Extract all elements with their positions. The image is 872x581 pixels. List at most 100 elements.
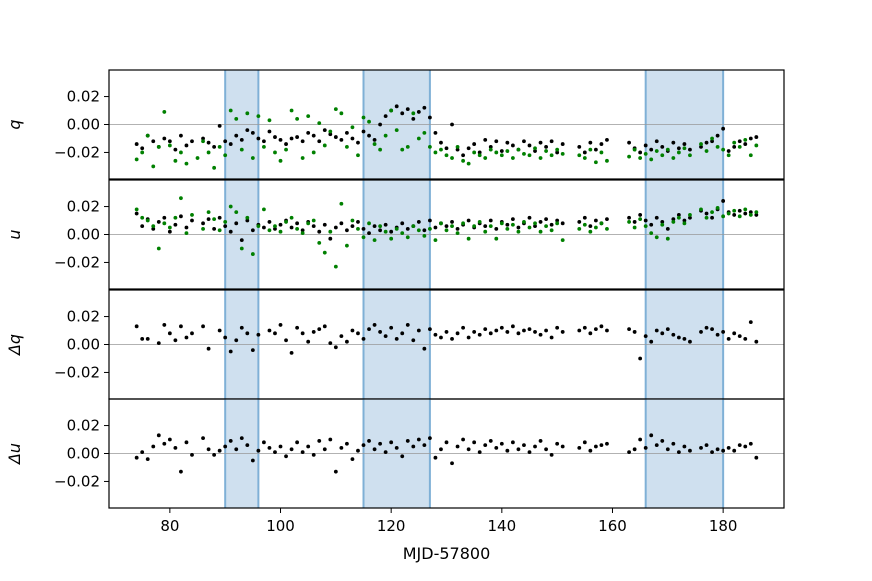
- data-point-green: [317, 240, 322, 245]
- y-axis-label: Δu: [5, 443, 24, 466]
- data-point-black: [494, 328, 499, 333]
- data-point-green: [217, 144, 222, 149]
- data-point-black: [455, 227, 460, 231]
- data-point-green: [499, 153, 504, 158]
- data-point-green: [754, 143, 759, 148]
- data-point-black: [710, 215, 714, 220]
- data-point-black: [499, 325, 504, 330]
- data-point-black: [665, 227, 670, 231]
- y-tick-label: 0.02: [67, 88, 100, 106]
- data-point-black: [173, 338, 178, 343]
- data-point-black: [560, 221, 565, 226]
- data-point-black: [273, 450, 277, 455]
- data-point-black: [245, 331, 250, 336]
- data-point-green: [361, 115, 366, 120]
- data-point-green: [582, 222, 587, 227]
- data-point-black: [726, 337, 731, 341]
- data-point-green: [350, 125, 355, 130]
- data-point-green: [333, 107, 338, 112]
- data-point-black: [660, 220, 665, 224]
- data-point-black: [450, 461, 454, 466]
- data-point-green: [439, 147, 443, 152]
- data-point-black: [743, 337, 748, 341]
- data-point-black: [300, 228, 305, 233]
- data-point-green: [704, 215, 709, 220]
- data-point-black: [593, 444, 598, 449]
- data-point-black: [516, 225, 521, 230]
- data-point-black: [483, 327, 488, 332]
- y-tick-label: −0.02: [54, 253, 100, 271]
- data-point-green: [549, 153, 554, 158]
- data-point-green: [627, 220, 631, 224]
- data-point-black: [538, 332, 543, 337]
- data-point-black: [660, 144, 665, 149]
- data-point-green: [289, 108, 294, 113]
- data-point-black: [184, 440, 189, 445]
- data-point-black: [732, 448, 737, 453]
- data-point-black: [721, 199, 726, 203]
- data-point-green: [389, 236, 394, 241]
- data-point-black: [367, 439, 371, 443]
- data-point-black: [256, 332, 261, 337]
- data-point-black: [582, 440, 587, 445]
- data-point-black: [378, 228, 383, 233]
- data-point-black: [588, 448, 593, 453]
- data-point-green: [743, 137, 748, 142]
- data-point-green: [372, 238, 377, 242]
- y-tick-label: 0.00: [67, 116, 100, 134]
- data-point-green: [295, 227, 300, 231]
- data-point-green: [339, 201, 344, 206]
- data-point-black: [361, 337, 366, 341]
- data-point-black: [643, 446, 648, 450]
- data-point-green: [416, 136, 421, 141]
- data-point-black: [754, 455, 759, 460]
- data-point-black: [212, 144, 217, 149]
- data-point-black: [416, 437, 421, 442]
- data-point-black: [472, 440, 477, 445]
- data-point-green: [593, 160, 598, 165]
- data-point-black: [190, 139, 194, 144]
- data-point-black: [483, 224, 488, 229]
- data-point-green: [577, 153, 582, 158]
- data-point-black: [367, 231, 371, 236]
- data-point-green: [660, 222, 665, 227]
- data-point-black: [715, 133, 720, 138]
- data-point-black: [239, 436, 244, 441]
- data-point-green: [140, 150, 145, 155]
- data-point-black: [345, 441, 349, 446]
- data-point-black: [262, 139, 266, 144]
- data-point-black: [439, 140, 443, 145]
- data-point-black: [201, 436, 205, 441]
- data-point-black: [704, 140, 709, 145]
- y-axis-label: u: [5, 229, 24, 239]
- data-point-black: [317, 327, 322, 332]
- data-point-black: [300, 139, 305, 144]
- data-point-black: [350, 328, 355, 333]
- data-point-black: [743, 142, 748, 146]
- data-point-green: [322, 143, 327, 148]
- data-point-black: [510, 440, 515, 445]
- data-point-black: [649, 222, 654, 227]
- data-point-black: [378, 441, 383, 446]
- data-point-black: [140, 224, 145, 229]
- data-point-black: [228, 229, 233, 234]
- data-point-black: [361, 443, 366, 448]
- data-point-black: [654, 215, 659, 220]
- data-point-black: [212, 452, 217, 457]
- data-point-green: [411, 224, 416, 229]
- data-point-green: [394, 128, 399, 132]
- data-point-black: [533, 149, 537, 153]
- data-point-green: [156, 144, 161, 149]
- data-point-green: [400, 231, 405, 236]
- data-point-black: [688, 215, 692, 220]
- y-tick-label: 0.02: [67, 417, 100, 435]
- data-point-black: [682, 444, 687, 449]
- data-point-black: [754, 339, 759, 344]
- data-point-green: [649, 157, 654, 162]
- data-point-black: [754, 213, 759, 217]
- data-point-black: [278, 222, 283, 227]
- data-point-green: [383, 229, 388, 234]
- data-point-black: [654, 139, 659, 144]
- data-point-black: [317, 229, 322, 234]
- data-point-green: [732, 140, 737, 145]
